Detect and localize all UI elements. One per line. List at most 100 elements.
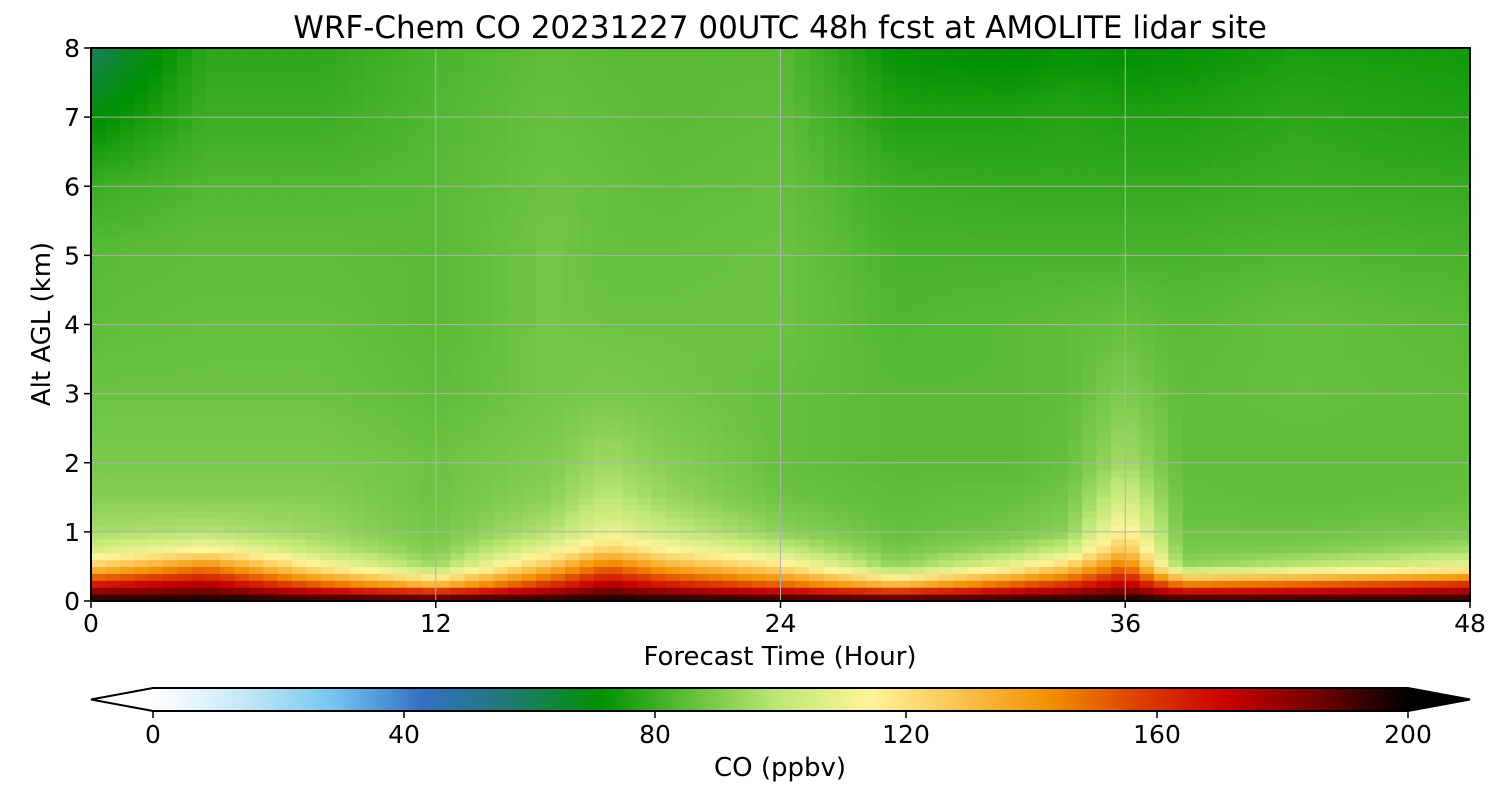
heatmap-cell	[995, 511, 1011, 519]
heatmap-cell	[119, 448, 135, 457]
heatmap-cell	[392, 372, 408, 381]
heatmap-cell	[1311, 552, 1327, 561]
heatmap-cell	[191, 352, 207, 360]
heatmap-cell	[1082, 580, 1098, 588]
heatmap-cell	[909, 359, 925, 367]
heatmap-cell	[1211, 338, 1227, 346]
heatmap-cell	[1153, 372, 1169, 381]
heatmap-cell	[751, 359, 767, 367]
heatmap-cell	[521, 559, 537, 568]
heatmap-cell	[148, 324, 164, 333]
heatmap-cell	[1240, 518, 1256, 526]
heatmap-cell	[1268, 338, 1284, 346]
heatmap-cell	[723, 276, 738, 284]
heatmap-cell	[464, 462, 480, 471]
heatmap-cell	[895, 594, 911, 601]
heatmap-cell	[651, 365, 667, 374]
heatmap-cell	[536, 531, 552, 540]
heatmap-cell	[1426, 552, 1442, 561]
heatmap-cell	[277, 448, 293, 457]
heatmap-cell	[1110, 407, 1126, 415]
heatmap-cell	[464, 255, 480, 263]
heatmap-cell	[665, 428, 681, 436]
heatmap-cell	[1369, 345, 1385, 353]
heatmap-cell	[1412, 538, 1428, 547]
heatmap-cell	[1297, 531, 1313, 540]
heatmap-cell	[1254, 476, 1270, 485]
heatmap-cell	[1139, 462, 1155, 471]
heatmap-cell	[1369, 435, 1385, 443]
heatmap-cell	[105, 317, 121, 326]
heatmap-cell	[679, 435, 695, 443]
heatmap-cell	[363, 255, 379, 263]
heatmap-cell	[967, 469, 983, 478]
heatmap-cell	[1197, 262, 1213, 270]
heatmap-cell	[665, 255, 681, 263]
heatmap-cell	[1383, 372, 1399, 381]
heatmap-cell	[550, 490, 566, 498]
heatmap-cell	[881, 276, 897, 284]
heatmap-cell	[220, 552, 236, 561]
heatmap-cell	[579, 559, 595, 568]
heatmap-cell	[1024, 435, 1040, 443]
heatmap-cell	[478, 372, 494, 381]
heatmap-cell	[909, 324, 925, 333]
heatmap-cell	[435, 504, 451, 512]
heatmap-cell	[622, 483, 638, 491]
heatmap-cell	[507, 372, 523, 381]
heatmap-cell	[191, 379, 207, 388]
heatmap-cell	[1398, 296, 1414, 305]
heatmap-cell	[148, 497, 164, 505]
heatmap-cell	[220, 442, 236, 450]
heatmap-cell	[91, 594, 106, 601]
heatmap-cell	[91, 276, 106, 284]
heatmap-cell	[119, 310, 135, 319]
heatmap-cell	[1082, 352, 1098, 360]
heatmap-cell	[837, 476, 853, 485]
heatmap-cell	[234, 317, 250, 326]
heatmap-cell	[1426, 518, 1442, 526]
heatmap-cell	[1311, 262, 1327, 270]
heatmap-cell	[1283, 379, 1299, 388]
heatmap-cell	[1369, 490, 1385, 498]
heatmap-cell	[1125, 400, 1141, 409]
heatmap-cell	[1153, 345, 1169, 353]
heatmap-cell	[1355, 386, 1371, 395]
heatmap-cell	[392, 276, 408, 284]
heatmap-cell	[550, 587, 566, 595]
heatmap-cell	[1153, 580, 1169, 588]
heatmap-cell	[909, 587, 925, 595]
heatmap-cell	[636, 331, 652, 339]
heatmap-cell	[881, 331, 897, 339]
heatmap-cell	[1240, 283, 1256, 291]
heatmap-cell	[651, 476, 667, 485]
heatmap-cell	[1039, 504, 1055, 512]
heatmap-cell	[392, 559, 408, 568]
heatmap-cell	[809, 442, 825, 450]
heatmap-cell	[363, 269, 379, 277]
heatmap-cell	[378, 428, 394, 436]
heatmap-cell	[694, 538, 710, 547]
heatmap-cell	[766, 262, 782, 270]
heatmap-cell	[766, 379, 782, 388]
heatmap-cell	[1082, 511, 1098, 519]
heatmap-cell	[1426, 524, 1442, 533]
heatmap-cell	[1168, 283, 1184, 291]
heatmap-cell	[205, 490, 221, 498]
heatmap-cell	[751, 365, 767, 374]
heatmap-cell	[536, 331, 552, 339]
heatmap-cell	[234, 338, 250, 346]
heatmap-cell	[205, 545, 221, 554]
heatmap-cell	[909, 310, 925, 319]
heatmap-cell	[91, 462, 106, 471]
heatmap-cell	[134, 324, 150, 333]
heatmap-cell	[1153, 469, 1169, 478]
heatmap-cell	[1110, 352, 1126, 360]
heatmap-cell	[823, 352, 839, 360]
heatmap-cell	[679, 448, 695, 457]
heatmap-cell	[593, 552, 609, 561]
heatmap-cell	[507, 393, 523, 402]
heatmap-cell	[507, 566, 523, 574]
heatmap-cell	[205, 248, 221, 256]
heatmap-cell	[852, 455, 868, 464]
